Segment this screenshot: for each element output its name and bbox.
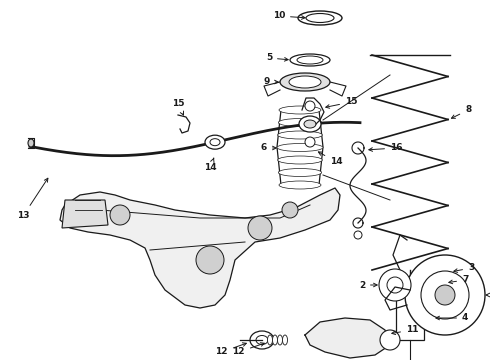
Ellipse shape <box>278 156 322 164</box>
Ellipse shape <box>280 73 330 91</box>
Text: 16: 16 <box>369 144 402 153</box>
Text: 9: 9 <box>264 77 278 86</box>
Text: 15: 15 <box>326 98 358 108</box>
Text: 10: 10 <box>272 12 305 21</box>
Polygon shape <box>396 295 424 340</box>
Ellipse shape <box>205 135 225 149</box>
Text: 14: 14 <box>318 152 343 166</box>
Text: 1: 1 <box>486 291 490 300</box>
Text: 8: 8 <box>451 105 471 118</box>
Ellipse shape <box>268 335 272 345</box>
Circle shape <box>379 269 411 301</box>
Ellipse shape <box>304 120 316 128</box>
Circle shape <box>110 205 130 225</box>
Ellipse shape <box>278 168 321 176</box>
Circle shape <box>435 285 455 305</box>
Text: 12: 12 <box>232 343 264 356</box>
Ellipse shape <box>290 54 330 66</box>
Ellipse shape <box>250 331 274 349</box>
Ellipse shape <box>279 106 321 114</box>
Ellipse shape <box>283 335 288 345</box>
Polygon shape <box>60 188 340 308</box>
Ellipse shape <box>277 335 283 345</box>
Ellipse shape <box>306 13 334 22</box>
Text: 6: 6 <box>261 144 276 153</box>
Circle shape <box>282 202 298 218</box>
Text: 2: 2 <box>359 280 377 289</box>
Ellipse shape <box>278 131 322 139</box>
Ellipse shape <box>277 144 323 152</box>
Polygon shape <box>62 200 108 228</box>
Text: 11: 11 <box>392 325 418 334</box>
Text: 12: 12 <box>216 343 246 356</box>
Circle shape <box>421 271 469 319</box>
Text: 14: 14 <box>204 158 216 172</box>
Circle shape <box>196 246 224 274</box>
Circle shape <box>405 255 485 335</box>
Text: 7: 7 <box>449 275 468 284</box>
Ellipse shape <box>210 139 220 146</box>
Polygon shape <box>305 318 390 358</box>
Circle shape <box>354 231 362 239</box>
Ellipse shape <box>297 56 323 64</box>
Circle shape <box>387 277 403 293</box>
Circle shape <box>305 137 315 147</box>
Ellipse shape <box>28 139 34 147</box>
Text: 5: 5 <box>266 54 288 63</box>
Ellipse shape <box>272 335 277 345</box>
Ellipse shape <box>278 118 321 126</box>
Circle shape <box>380 330 400 350</box>
Circle shape <box>305 101 315 111</box>
Circle shape <box>248 216 272 240</box>
Circle shape <box>404 279 416 291</box>
Ellipse shape <box>298 11 342 25</box>
Ellipse shape <box>256 336 268 345</box>
Ellipse shape <box>299 116 321 132</box>
Text: 3: 3 <box>454 264 474 273</box>
Ellipse shape <box>279 181 321 189</box>
Ellipse shape <box>289 76 321 88</box>
Text: 15: 15 <box>172 99 184 115</box>
Text: 13: 13 <box>18 178 48 220</box>
Text: 4: 4 <box>436 314 468 323</box>
